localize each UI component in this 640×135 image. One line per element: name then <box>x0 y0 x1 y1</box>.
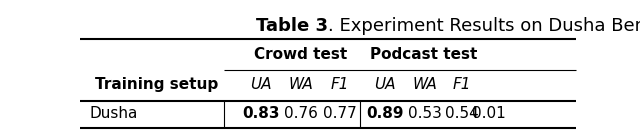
Text: 0.53: 0.53 <box>408 106 442 121</box>
Text: UA: UA <box>250 77 272 92</box>
Text: 0.54: 0.54 <box>445 106 479 121</box>
Text: WA: WA <box>412 77 437 92</box>
Text: Crowd test: Crowd test <box>253 47 347 62</box>
Text: 0.83: 0.83 <box>243 106 280 121</box>
Text: Podcast test: Podcast test <box>370 47 477 62</box>
Text: UA: UA <box>374 77 396 92</box>
Text: 0.77: 0.77 <box>323 106 356 121</box>
Text: 0.01: 0.01 <box>472 106 506 121</box>
Text: Training setup: Training setup <box>95 77 218 92</box>
Text: 0.76: 0.76 <box>284 106 317 121</box>
Text: 0.89: 0.89 <box>366 106 404 121</box>
Text: F1: F1 <box>452 77 471 92</box>
Text: WA: WA <box>289 77 313 92</box>
Text: Table 3: Table 3 <box>256 17 328 35</box>
Text: . Experiment Results on Dusha Benchmark: . Experiment Results on Dusha Benchmark <box>328 17 640 35</box>
Text: Dusha: Dusha <box>90 106 138 121</box>
Text: F1: F1 <box>330 77 349 92</box>
